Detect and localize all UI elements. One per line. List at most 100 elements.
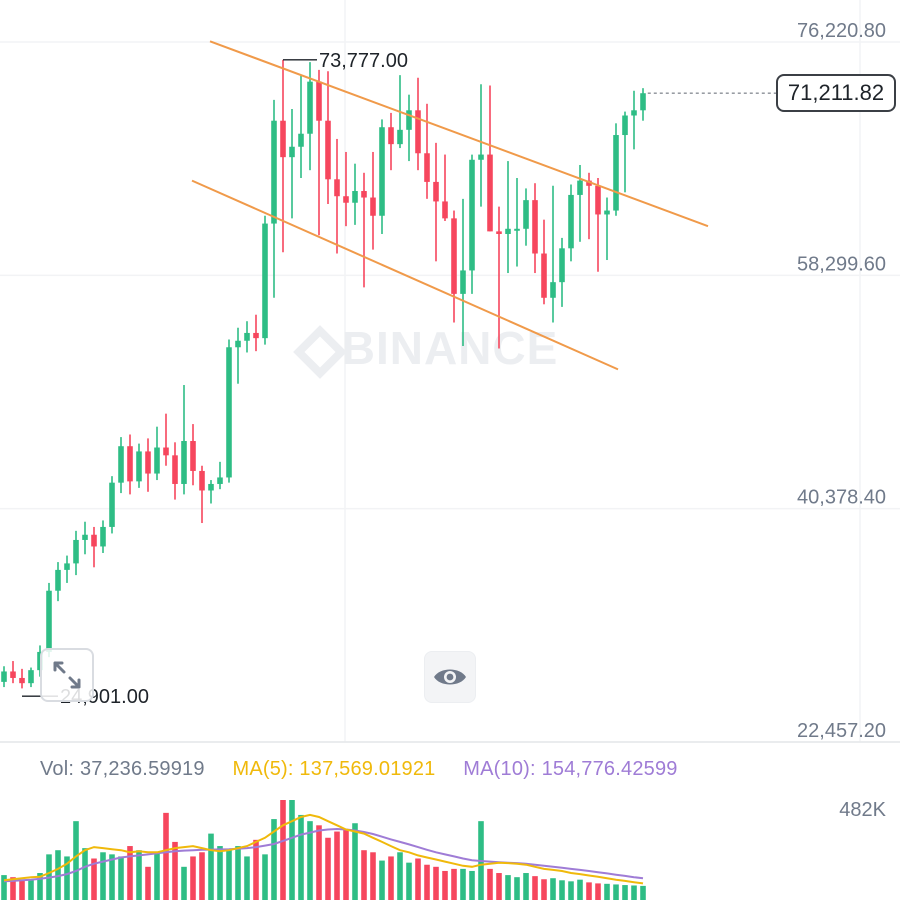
candle [82, 521, 88, 555]
candle [523, 188, 529, 246]
volume-bar [361, 850, 367, 900]
volume-bar [622, 885, 628, 900]
volume-bar [1, 875, 7, 900]
candle [478, 84, 484, 207]
candle [613, 123, 619, 216]
candle [316, 69, 322, 236]
volume-bar [235, 846, 241, 900]
volume-bar [595, 883, 601, 900]
volume-bar [415, 858, 421, 900]
candle [307, 62, 313, 171]
volume-info: Vol: 37,236.59919 MA(5): 137,569.01921 M… [40, 758, 700, 781]
grid-lines [0, 0, 900, 743]
candle [1, 666, 7, 688]
volume-bar [532, 876, 538, 900]
volume-bar [460, 868, 466, 900]
volume-bar [640, 885, 646, 900]
volume-bar [487, 868, 493, 900]
candle [334, 138, 340, 254]
candle [19, 668, 25, 689]
candle [91, 526, 97, 568]
candle [433, 142, 439, 262]
candle [100, 520, 106, 553]
candle [118, 437, 124, 494]
candle [424, 103, 430, 199]
candle [298, 75, 304, 179]
expand-button[interactable] [40, 648, 94, 702]
volume-bar [289, 800, 295, 900]
volume-bar [262, 854, 268, 900]
channel-lines [191, 40, 709, 371]
candlesticks [1, 59, 646, 689]
candle [487, 85, 493, 232]
volume-bar [154, 852, 160, 900]
volume-bar [307, 821, 313, 900]
volume-bar [190, 856, 196, 900]
candle [55, 562, 61, 602]
candle [379, 119, 385, 234]
candle [415, 77, 421, 171]
volume-bar [523, 873, 529, 900]
candle [352, 163, 358, 225]
candle [586, 172, 592, 240]
candle [154, 426, 160, 481]
candle [343, 151, 349, 227]
candle [181, 385, 187, 495]
volume-bar [253, 839, 259, 900]
volume-bar [226, 850, 232, 900]
volume-bar [244, 856, 250, 900]
volume-bar [379, 860, 385, 900]
candle [271, 99, 277, 298]
volume-bar [181, 866, 187, 900]
candle [226, 339, 232, 483]
binance-watermark: BINANCE [342, 322, 559, 374]
candle [289, 108, 295, 219]
candle [568, 184, 574, 262]
candle [541, 219, 547, 305]
candle [505, 161, 511, 274]
candle [595, 178, 601, 272]
candle [127, 434, 133, 495]
ma10-line [3, 827, 644, 883]
volume-bar [64, 856, 70, 900]
candle [253, 314, 259, 352]
channel-upper-line [209, 40, 709, 228]
candle [235, 327, 241, 384]
candle [388, 112, 394, 171]
candle [406, 94, 412, 162]
volume-bar [370, 852, 376, 900]
candle [172, 442, 178, 500]
volume-bar [100, 852, 106, 900]
expand-icon [53, 661, 81, 689]
volume-ma-lines [3, 813, 644, 885]
candle [262, 215, 268, 345]
volume-bar [586, 882, 592, 900]
volume-bar [28, 879, 34, 900]
volume-bar [334, 831, 340, 900]
volume-bar [19, 880, 25, 900]
volume-bar [505, 875, 511, 900]
volume-bar [442, 870, 448, 900]
candle [631, 90, 637, 150]
volume-bar [10, 877, 16, 900]
ma5-line [3, 813, 644, 885]
volume-bar [127, 846, 133, 900]
candle [577, 164, 583, 242]
volume-bar [469, 870, 475, 900]
candle [370, 151, 376, 250]
binance-logo-icon [293, 325, 347, 379]
candle [73, 530, 79, 576]
volume-bar [118, 856, 124, 900]
volume-bar [397, 852, 403, 900]
volume-bar [496, 873, 502, 900]
price-tick-label: 40,378.40 [797, 487, 886, 509]
candle [280, 59, 286, 253]
volume-bar [136, 850, 142, 900]
volume-bar [388, 856, 394, 900]
volume-bar [82, 848, 88, 900]
volume-bar [550, 878, 556, 900]
visibility-toggle-button[interactable] [424, 651, 476, 703]
volume-bar [145, 866, 151, 900]
